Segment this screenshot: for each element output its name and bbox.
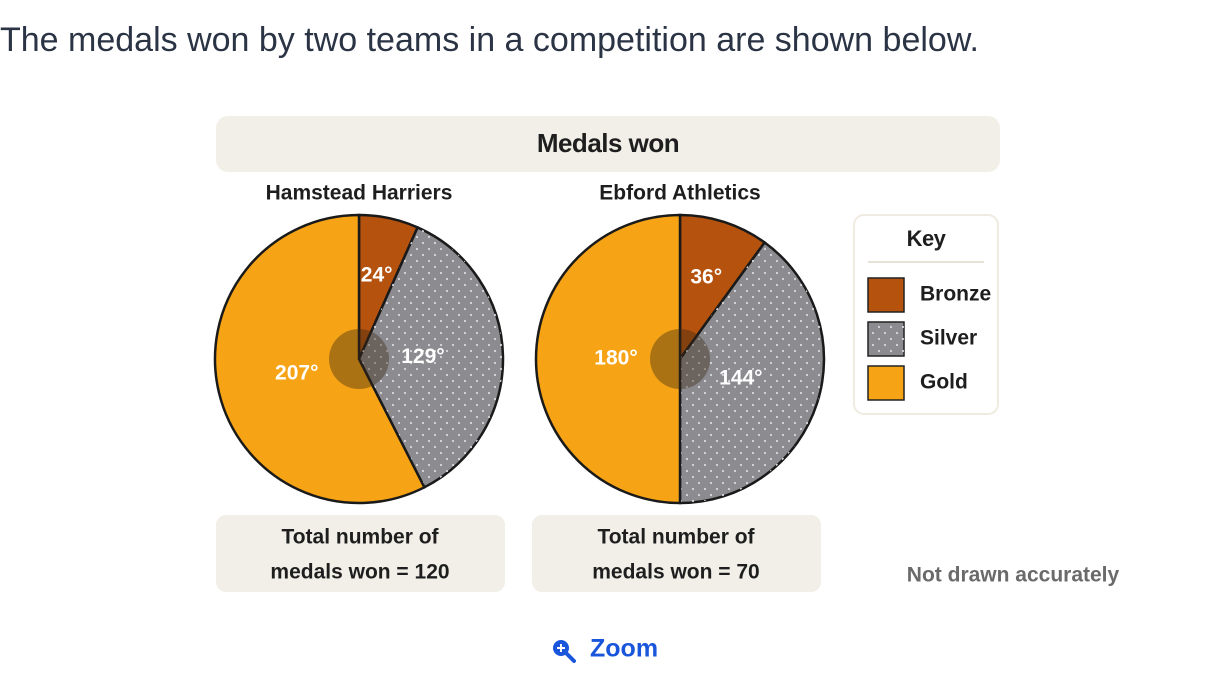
slice-label: 180°	[594, 347, 637, 370]
footer-box	[532, 515, 821, 592]
zoom-label[interactable]: Zoom	[590, 635, 658, 663]
slice-label: 129°	[401, 345, 444, 368]
question-text: The medals won by two teams in a competi…	[0, 21, 979, 59]
key-swatch	[867, 365, 905, 401]
note: Not drawn accurately	[907, 564, 1120, 587]
angle-marker	[650, 329, 710, 389]
pie-slice	[678, 213, 767, 363]
zoom-icon-handle	[565, 652, 576, 663]
pie-title: Ebford Athletics	[599, 182, 760, 205]
key-label: Gold	[920, 371, 968, 394]
slice-label: 24°	[361, 263, 393, 286]
zoom-button[interactable]: Zoom	[553, 635, 658, 663]
footer-text: medals won = 70	[592, 561, 760, 584]
key-label: Silver	[920, 327, 977, 350]
footer-box	[216, 515, 505, 592]
pie-slice-pattern	[359, 227, 503, 488]
slice-label: 207°	[275, 361, 318, 384]
pie-slice	[534, 213, 682, 505]
footer-text: Total number of	[281, 526, 439, 549]
key-title: Key	[907, 226, 947, 251]
footer-text: Total number of	[597, 526, 755, 549]
zoom-icon-plus	[557, 644, 565, 652]
slice-label: 144°	[719, 366, 762, 389]
figure-title-box	[216, 116, 1000, 172]
angle-marker	[329, 329, 389, 389]
footer-text: medals won = 120	[270, 561, 449, 584]
pie-title: Hamstead Harriers	[266, 182, 453, 205]
key-label: Bronze	[920, 283, 991, 306]
key-swatch	[867, 277, 905, 313]
pie-slice-pattern	[680, 242, 825, 503]
slice-label: 36°	[690, 266, 722, 289]
key-box	[853, 214, 999, 415]
pie-slice	[213, 213, 427, 505]
figure-title: Medals won	[537, 128, 679, 158]
key-swatch-pattern	[868, 322, 904, 356]
